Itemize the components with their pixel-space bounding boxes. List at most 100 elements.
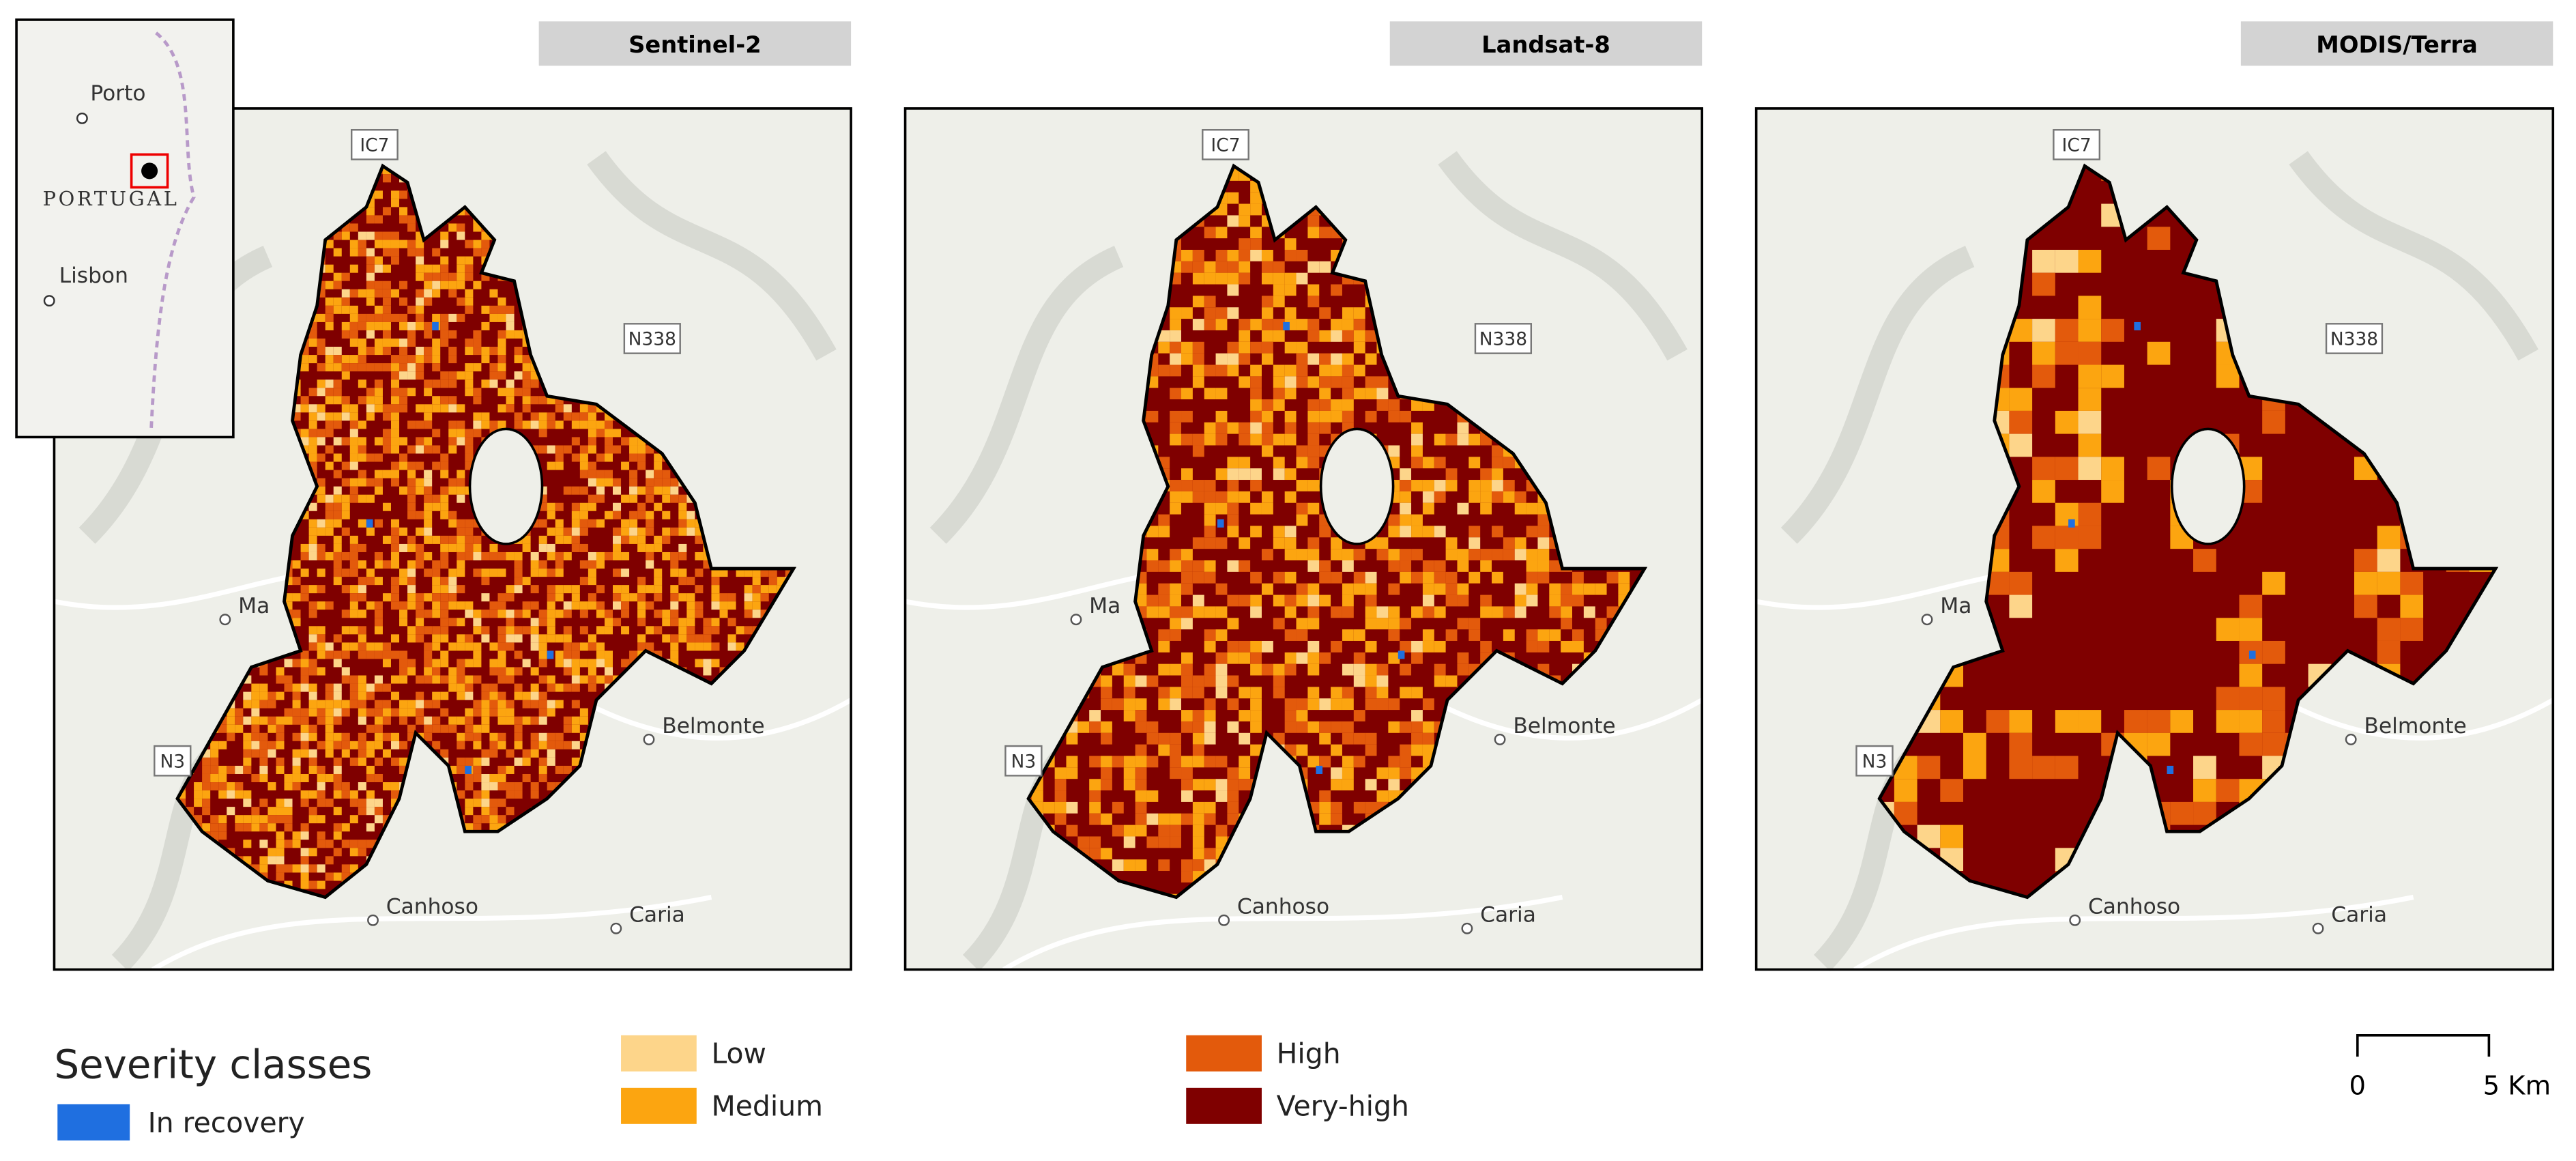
severity-cell	[1273, 376, 1285, 388]
severity-cell	[538, 610, 547, 618]
severity-cell	[251, 724, 260, 733]
severity-cell	[1422, 480, 1434, 491]
severity-cell	[416, 543, 424, 552]
severity-cell	[399, 207, 408, 216]
severity-cell	[358, 445, 366, 454]
severity-cell	[202, 807, 211, 816]
severity-cell	[473, 396, 482, 405]
severity-cell	[390, 412, 400, 421]
severity-cell	[588, 461, 596, 470]
severity-cell	[1284, 526, 1297, 538]
severity-cell	[1492, 480, 1503, 491]
severity-cell	[465, 297, 474, 306]
severity-cell	[218, 782, 227, 791]
severity-cell	[1307, 353, 1320, 365]
severity-cell	[678, 519, 687, 528]
severity-cell	[333, 519, 342, 528]
severity-cell	[473, 551, 482, 561]
severity-cell	[366, 724, 375, 733]
severity-cell	[382, 700, 391, 708]
severity-cell	[465, 691, 474, 700]
severity-cell	[358, 289, 366, 298]
severity-cell	[465, 272, 474, 281]
severity-cell	[703, 618, 712, 627]
severity-cell	[1227, 491, 1239, 503]
severity-cell	[308, 338, 317, 347]
severity-cell	[604, 667, 613, 676]
severity-cell	[308, 502, 317, 511]
severity-cell	[1158, 526, 1170, 538]
severity-cell	[530, 732, 539, 741]
severity-cell	[1227, 364, 1239, 377]
severity-cell	[300, 864, 309, 873]
severity-cell	[563, 765, 572, 774]
severity-cell	[440, 256, 449, 265]
severity-cell	[390, 248, 400, 257]
severity-cell	[662, 494, 671, 503]
severity-cell	[1296, 364, 1308, 377]
severity-cell	[662, 478, 671, 487]
severity-cell	[1204, 388, 1216, 400]
severity-cell	[473, 543, 482, 552]
severity-cell	[514, 691, 523, 700]
severity-cell	[637, 585, 646, 594]
severity-cell	[317, 379, 325, 388]
severity-cell	[563, 659, 572, 668]
severity-cell	[284, 782, 293, 791]
severity-cell	[358, 560, 366, 569]
severity-cell	[308, 765, 317, 774]
severity-cell	[588, 569, 596, 577]
severity-cell	[407, 363, 416, 372]
severity-cell	[547, 511, 555, 519]
severity-cell	[678, 543, 687, 552]
severity-cell	[325, 708, 334, 717]
severity-cell	[654, 453, 663, 462]
severity-cell	[1215, 364, 1228, 377]
severity-cell	[588, 470, 596, 478]
severity-cell	[308, 659, 317, 668]
severity-cell	[522, 543, 531, 552]
severity-cell	[374, 437, 383, 446]
severity-cell	[333, 486, 342, 495]
severity-cell	[670, 494, 679, 503]
severity-cell	[382, 659, 391, 668]
severity-cell	[308, 815, 317, 824]
severity-cell	[473, 700, 482, 708]
severity-cell	[571, 486, 580, 495]
severity-cell	[399, 543, 408, 552]
severity-cell	[1204, 537, 1216, 549]
severity-cell	[613, 429, 622, 438]
severity-cell	[358, 355, 366, 364]
severity-cell	[1273, 537, 1285, 549]
severity-cell	[588, 593, 596, 602]
severity-cell	[497, 593, 506, 602]
severity-cell	[358, 313, 366, 322]
severity-cell	[1376, 376, 1389, 388]
severity-cell	[571, 420, 580, 429]
severity-cell	[489, 741, 498, 749]
severity-cell	[424, 289, 433, 298]
severity-cell	[1273, 272, 1285, 285]
severity-cell	[604, 445, 613, 454]
severity-cell	[440, 470, 449, 478]
severity-cell	[678, 511, 687, 519]
severity-cell	[374, 313, 383, 322]
severity-cell	[489, 347, 498, 356]
severity-cell	[621, 494, 630, 503]
severity-cell	[292, 577, 301, 586]
severity-cell	[1284, 272, 1297, 285]
severity-cell	[637, 502, 646, 511]
severity-cell	[432, 601, 441, 610]
severity-cell	[440, 560, 449, 569]
severity-cell	[596, 551, 605, 561]
severity-cell	[1400, 514, 1412, 526]
severity-cell	[457, 741, 465, 749]
severity-cell	[555, 741, 564, 749]
severity-cell	[308, 626, 317, 635]
severity-cell	[308, 453, 317, 462]
severity-cell	[349, 330, 358, 339]
severity-cell	[481, 716, 490, 725]
severity-cell	[596, 470, 605, 478]
severity-cell	[432, 494, 441, 503]
